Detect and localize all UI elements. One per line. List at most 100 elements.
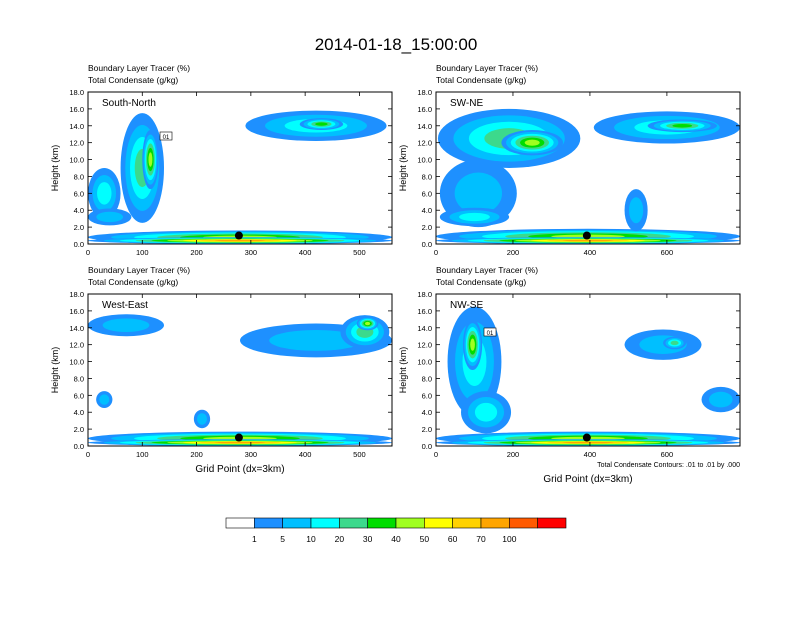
colorbar-label: 1 [252, 534, 257, 544]
x-tick-label: 200 [507, 248, 520, 257]
panel-title-line-2: Total Condensate (g/kg) [88, 277, 178, 287]
shade-blob-2-level-9 [562, 239, 614, 242]
x-tick-label: 100 [136, 248, 149, 257]
colorbar-swatch-12 [537, 517, 567, 529]
y-tick-label: 6.0 [422, 391, 432, 400]
colorbar-label: 20 [335, 534, 345, 544]
shade-blob-5-level-3 [459, 212, 490, 222]
y-tick-label: 8.0 [74, 172, 84, 181]
y-tick-label: 16.0 [417, 105, 432, 114]
colorbar-swatch-3 [282, 517, 312, 529]
shaded-field [88, 314, 392, 446]
y-tick-label: 2.0 [422, 223, 432, 232]
contour-label: 01 [163, 135, 170, 141]
shade-blob-4-level-2 [269, 330, 363, 351]
x-tick-label: 100 [136, 450, 149, 459]
y-tick-label: 12.0 [69, 341, 84, 350]
colorbar-label: 50 [420, 534, 430, 544]
location-marker [582, 231, 591, 240]
y-tick-label: 10.0 [69, 156, 84, 165]
shade-blob-4-level-6 [470, 338, 475, 351]
y-tick-label: 18.0 [417, 88, 432, 97]
location-marker [234, 231, 243, 240]
y-tick-label: 2.0 [74, 223, 84, 232]
contour-label-box [483, 327, 497, 337]
y-axis-label: Height (km) [50, 347, 60, 394]
y-tick-label: 14.0 [69, 122, 84, 131]
shade-blob-6-level-2 [628, 197, 644, 224]
panel-4: 0.0 2.0 4.0 6.0 8.0 10.0 12.0 14.0 16.0 18.0 0 200 4… [398, 265, 741, 485]
x-tick-label: 400 [584, 248, 597, 257]
colorbar-swatch-7 [395, 517, 425, 529]
y-tick-label: 10.0 [417, 358, 432, 367]
y-tick-label: 4.0 [422, 206, 432, 215]
plot-frame [87, 293, 393, 447]
y-tick-label: 6.0 [422, 189, 432, 198]
contour-label-box [159, 131, 173, 141]
plot-frame [435, 91, 741, 245]
y-tick-label: 16.0 [69, 105, 84, 114]
shade-blob-5-level-3 [97, 182, 112, 205]
panel-title-line-2: Total Condensate (g/kg) [436, 75, 526, 85]
colorbar-swatch-6 [367, 517, 397, 529]
location-marker [234, 433, 243, 442]
shade-blob-2-level-9 [214, 441, 266, 444]
x-tick-label: 0 [86, 248, 90, 257]
x-tick-label: 200 [507, 450, 520, 459]
shade-blob-8-level-2 [708, 391, 733, 408]
y-tick-label: 6.0 [74, 391, 84, 400]
shade-blob-8-level-5 [315, 122, 328, 126]
shade-blob-6-level-2 [96, 211, 124, 223]
y-tick-label: 12.0 [417, 139, 432, 148]
contour-footnote: Total Condensate Contours: .01 to .01 by… [597, 462, 740, 469]
colorbar-label: 60 [448, 534, 458, 544]
y-tick-label: 14.0 [417, 324, 432, 333]
panel-2: 0.0 2.0 4.0 6.0 8.0 10.0 12.0 14.0 16.0 18.0 0 200 4… [398, 63, 741, 257]
shade-blob-4-level-6 [148, 152, 153, 167]
x-tick-label: 0 [86, 450, 90, 459]
panel-title-line-1: Boundary Layer Tracer (%) [436, 63, 538, 73]
y-tick-label: 10.0 [69, 358, 84, 367]
y-tick-label: 6.0 [74, 189, 84, 198]
y-tick-label: 16.0 [69, 307, 84, 316]
y-tick-label: 0.0 [74, 442, 84, 451]
y-tick-label: 4.0 [422, 408, 432, 417]
colorbar-label: 40 [391, 534, 401, 544]
y-tick-label: 4.0 [74, 408, 84, 417]
y-tick-label: 0.0 [422, 240, 432, 249]
shade-blob-8-level-2 [196, 413, 208, 425]
cross-section-label: West-East [102, 300, 148, 311]
panel-1: 0.0 2.0 4.0 6.0 8.0 10.0 12.0 14.0 16.0 18.0 0 100 2… [50, 63, 393, 257]
x-tick-label: 400 [299, 248, 312, 257]
x-tick-label: 300 [245, 248, 258, 257]
colorbar-label: 30 [363, 534, 373, 544]
cross-section-label: SW-NE [450, 98, 483, 109]
shaded-field [436, 306, 740, 446]
y-tick-label: 8.0 [74, 374, 84, 383]
shade-blob-4-level-2 [454, 172, 503, 215]
colorbar-label: 10 [306, 534, 316, 544]
shade-blob-5-level-3 [474, 402, 498, 422]
y-tick-label: 14.0 [69, 324, 84, 333]
shade-blob-7-level-2 [99, 394, 110, 405]
shade-blob-2-level-9 [562, 441, 614, 444]
y-axis-label: Height (km) [398, 347, 408, 394]
y-tick-label: 12.0 [417, 341, 432, 350]
colorbar-swatch-9 [452, 517, 482, 529]
panel-title-line-1: Boundary Layer Tracer (%) [436, 265, 538, 275]
colorbar-label: 5 [280, 534, 285, 544]
shaded-field [88, 110, 392, 244]
y-axis-label: Height (km) [50, 145, 60, 192]
page-title: 2014-01-18_15:00:00 [315, 35, 478, 54]
y-tick-label: 2.0 [74, 425, 84, 434]
panel-3: 0.0 2.0 4.0 6.0 8.0 10.0 12.0 14.0 16.0 18.0 0 100 2… [50, 265, 393, 475]
x-axis-label: Grid Point (dx=3km) [543, 474, 632, 485]
colorbar-swatch-5 [339, 517, 368, 529]
y-tick-label: 10.0 [417, 156, 432, 165]
shade-blob-3-level-2 [102, 318, 150, 332]
x-tick-label: 600 [661, 450, 674, 459]
x-tick-label: 200 [190, 248, 203, 257]
cross-section-label: South-North [102, 98, 156, 109]
